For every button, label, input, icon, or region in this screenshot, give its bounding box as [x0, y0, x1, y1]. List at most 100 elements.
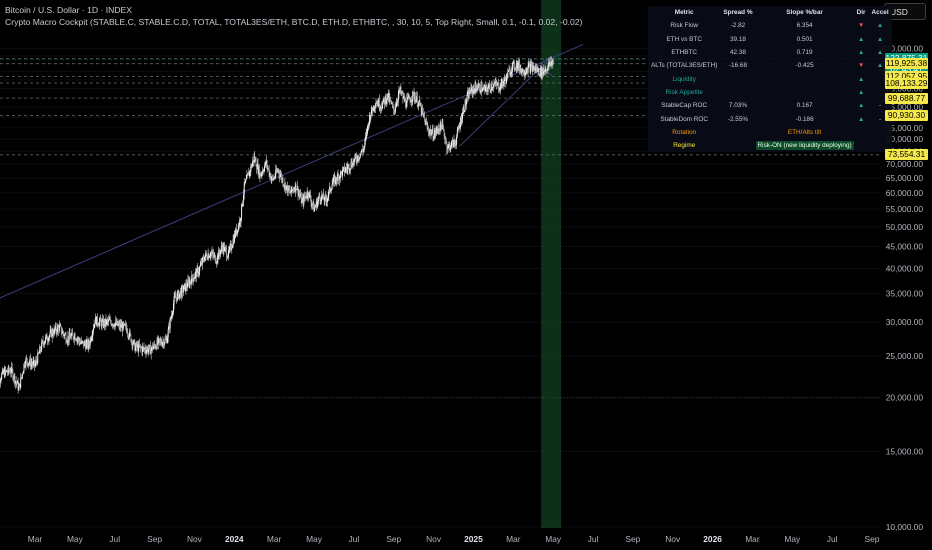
candle-body: [526, 70, 528, 73]
candle-body: [334, 177, 336, 184]
candle-body: [283, 185, 285, 187]
regime-row: Regime Risk-ON (new liquidity deploying): [648, 139, 892, 152]
panel-metric: StableDom ROC: [660, 115, 708, 123]
candle-body: [260, 173, 262, 176]
candle-body: [285, 183, 286, 191]
candle-body: [214, 255, 216, 263]
candle-body: [537, 68, 539, 72]
candle-body: [540, 68, 542, 77]
candle-body: [229, 246, 231, 251]
candle-body: [218, 250, 220, 254]
candle-body: [1, 369, 3, 374]
candle-body: [88, 341, 90, 346]
time-tick-label: Jul: [109, 534, 120, 544]
candle-body: [200, 262, 202, 265]
candle-body: [369, 114, 370, 125]
candle-body: [220, 246, 222, 251]
candle-body: [91, 337, 92, 341]
candle-body: [153, 344, 155, 346]
candle-body: [207, 254, 209, 260]
candle-body: [173, 304, 174, 313]
candle-body: [299, 194, 301, 197]
candle-body: [238, 224, 240, 226]
candle-body: [295, 183, 297, 190]
candle-body: [195, 271, 197, 274]
candle-body: [99, 318, 101, 322]
candle-body: [334, 176, 336, 184]
candle-body: [230, 244, 231, 247]
candle-body: [256, 166, 258, 170]
candle-body: [381, 108, 383, 109]
candle-body: [454, 142, 456, 144]
candle-body: [123, 322, 125, 325]
candle-body: [360, 152, 362, 154]
candle-body: [226, 249, 228, 258]
candle-body: [335, 177, 337, 181]
candle-body: [98, 325, 100, 326]
candle-body: [235, 228, 237, 234]
candle-body: [418, 102, 420, 107]
candle-body: [452, 140, 454, 148]
candle-body: [279, 175, 281, 177]
candle-body: [13, 375, 15, 379]
candle-body: [418, 100, 420, 103]
panel-slope: -0.425: [795, 62, 814, 70]
candle-body: [501, 79, 503, 88]
candle-body: [502, 82, 504, 85]
candle-body: [530, 63, 532, 65]
candle-body: [61, 332, 63, 334]
candle-body: [438, 129, 440, 131]
candle-body: [32, 363, 33, 365]
candle-body: [534, 68, 536, 71]
candle-body: [549, 61, 551, 66]
candle-body: [344, 166, 345, 173]
panel-spread: -2.82: [730, 22, 746, 30]
candle-body: [504, 77, 505, 82]
candle-body: [143, 347, 145, 349]
candle-body: [219, 253, 221, 255]
candle-body: [127, 333, 129, 337]
candle-body: [509, 73, 511, 75]
candle-body: [371, 107, 373, 111]
currency-button[interactable]: USD: [884, 3, 926, 20]
candle-body: [491, 85, 493, 89]
candle-body: [33, 360, 35, 362]
candle-body: [226, 257, 228, 258]
candle-body: [466, 100, 467, 105]
candle-body: [365, 132, 367, 137]
price-tick-label: 20,000.00: [886, 393, 924, 403]
candle-body: [159, 338, 161, 341]
candle-body: [475, 87, 477, 91]
candle-body: [236, 229, 238, 234]
candle-body: [23, 363, 25, 372]
candle-body: [512, 62, 514, 65]
indicator-legend[interactable]: Crypto Macro Cockpit (STABLE.C, STABLE.C…: [5, 17, 583, 27]
candle-body: [404, 99, 406, 101]
time-axis[interactable]: Mar May Jul Sep Nov 2024 Mar May Jul Sep Nov 2025 Ma…: [28, 534, 880, 544]
candle-body: [64, 334, 66, 337]
candle-body: [539, 74, 541, 76]
candle-body: [327, 198, 328, 202]
candle-body: [389, 98, 391, 101]
candle-body: [464, 100, 466, 111]
candle-body: [462, 112, 463, 120]
candle-body: [471, 87, 473, 94]
price-tick-label: 80,000.00: [886, 134, 924, 144]
candle-body: [385, 97, 387, 104]
candle-body: [177, 290, 179, 294]
candle-body: [386, 93, 388, 101]
candle-body: [148, 349, 149, 353]
candle-body: [151, 346, 153, 350]
candle-body: [316, 200, 318, 207]
candle-body: [330, 190, 332, 192]
candle-body: [532, 67, 534, 71]
price-tick-label: 50,000.00: [886, 222, 924, 232]
symbol-title[interactable]: Bitcoin / U.S. Dollar · 1D · INDEX: [5, 5, 133, 15]
candle-body: [250, 165, 252, 172]
panel-accel: -: [879, 115, 882, 123]
candle-body: [339, 176, 341, 178]
candle-body: [95, 317, 97, 326]
time-tick-label: Jul: [588, 534, 599, 544]
candle-body: [453, 139, 455, 143]
candle-body: [67, 336, 69, 343]
